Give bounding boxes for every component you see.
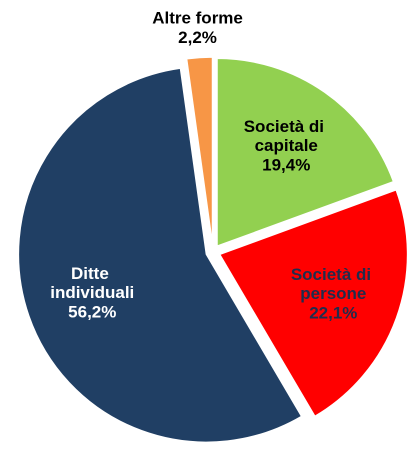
value-label: 2,2% — [178, 28, 217, 47]
label-line: Altre forme — [152, 9, 243, 28]
slice-label: Società di capitale — [244, 118, 329, 156]
label-line: persone — [300, 285, 366, 304]
value-label: 19,4% — [262, 156, 310, 175]
value-label: 56,2% — [68, 303, 116, 322]
pie-slice — [185, 56, 214, 246]
slice-label: Altre forme — [152, 9, 243, 28]
pie-slice — [216, 57, 395, 248]
slice-label: Società di persone — [291, 266, 376, 304]
pie-slice — [218, 188, 407, 418]
slice-label: Ditte individuali — [50, 265, 134, 303]
pie-slice — [17, 67, 303, 444]
value-label: 22,1% — [309, 304, 357, 323]
label-line: Società di — [244, 118, 329, 137]
label-line: Ditte — [71, 265, 114, 284]
label-line: capitale — [255, 137, 318, 156]
label-line: individuali — [50, 284, 134, 303]
label-line: Società di — [291, 266, 376, 285]
